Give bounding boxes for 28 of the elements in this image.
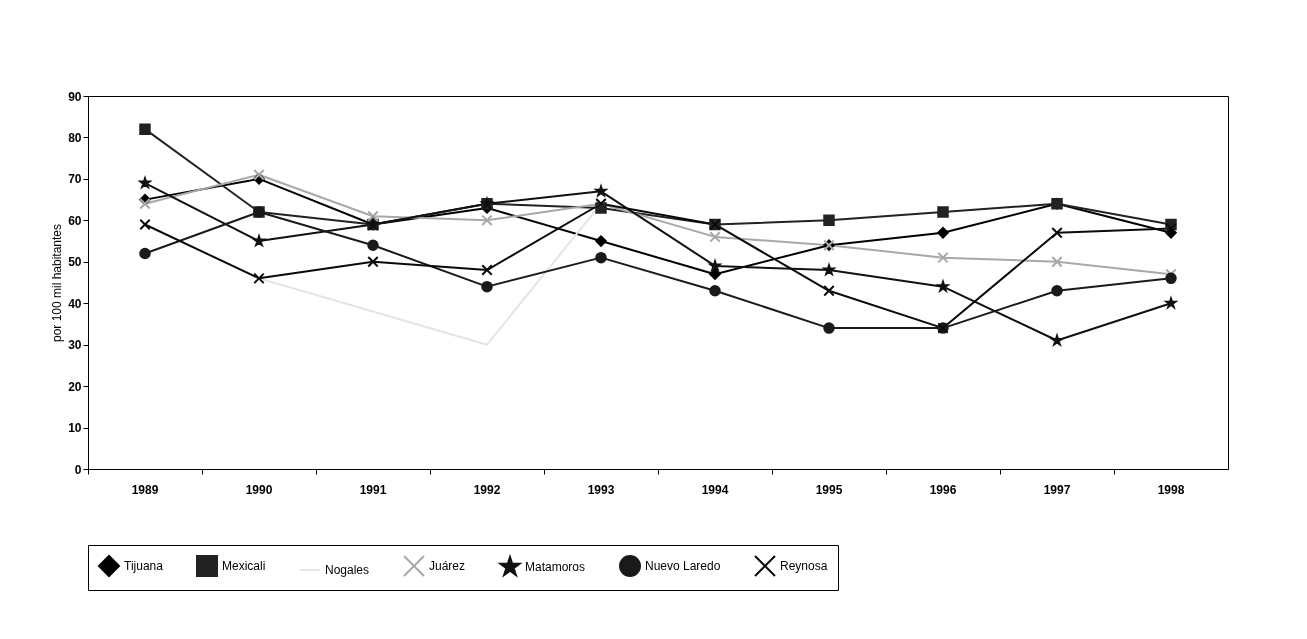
y-tick-label: 20 bbox=[68, 379, 82, 394]
x-tick-label: 1989 bbox=[131, 482, 159, 497]
legend-label: Mexicali bbox=[222, 559, 266, 573]
x-tick-label: 1995 bbox=[815, 482, 843, 497]
y-tick-label: 60 bbox=[68, 213, 82, 228]
x-tick-label: 1990 bbox=[245, 482, 273, 497]
y-axis-title: por 100 mil habitantes bbox=[50, 223, 65, 343]
x-tick-label: 1998 bbox=[1157, 482, 1185, 497]
legend-label: Reynosa bbox=[780, 559, 828, 573]
legend-label: Nogales bbox=[325, 563, 370, 577]
legend-label: Juárez bbox=[429, 559, 466, 573]
y-tick-label: 40 bbox=[68, 296, 82, 311]
y-tick-label: 0 bbox=[74, 462, 82, 477]
legend-label: Matamoros bbox=[525, 559, 586, 574]
y-tick-label: 90 bbox=[68, 89, 82, 104]
legend-label: Tijuana bbox=[124, 559, 164, 573]
x-tick-label: 1994 bbox=[701, 482, 729, 497]
x-tick-label: 1992 bbox=[473, 482, 501, 497]
x-tick-label: 1997 bbox=[1043, 482, 1071, 497]
y-tick-label: 80 bbox=[68, 130, 82, 145]
y-tick-label: 50 bbox=[68, 255, 82, 270]
x-tick-label: 1993 bbox=[587, 482, 615, 497]
x-tick-label: 1991 bbox=[359, 482, 387, 497]
y-tick-label: 30 bbox=[68, 338, 82, 353]
y-tick-label: 10 bbox=[68, 421, 82, 436]
x-tick-label: 1996 bbox=[929, 482, 957, 497]
legend-label: Nuevo Laredo bbox=[645, 559, 721, 573]
y-tick-label: 70 bbox=[68, 172, 82, 187]
